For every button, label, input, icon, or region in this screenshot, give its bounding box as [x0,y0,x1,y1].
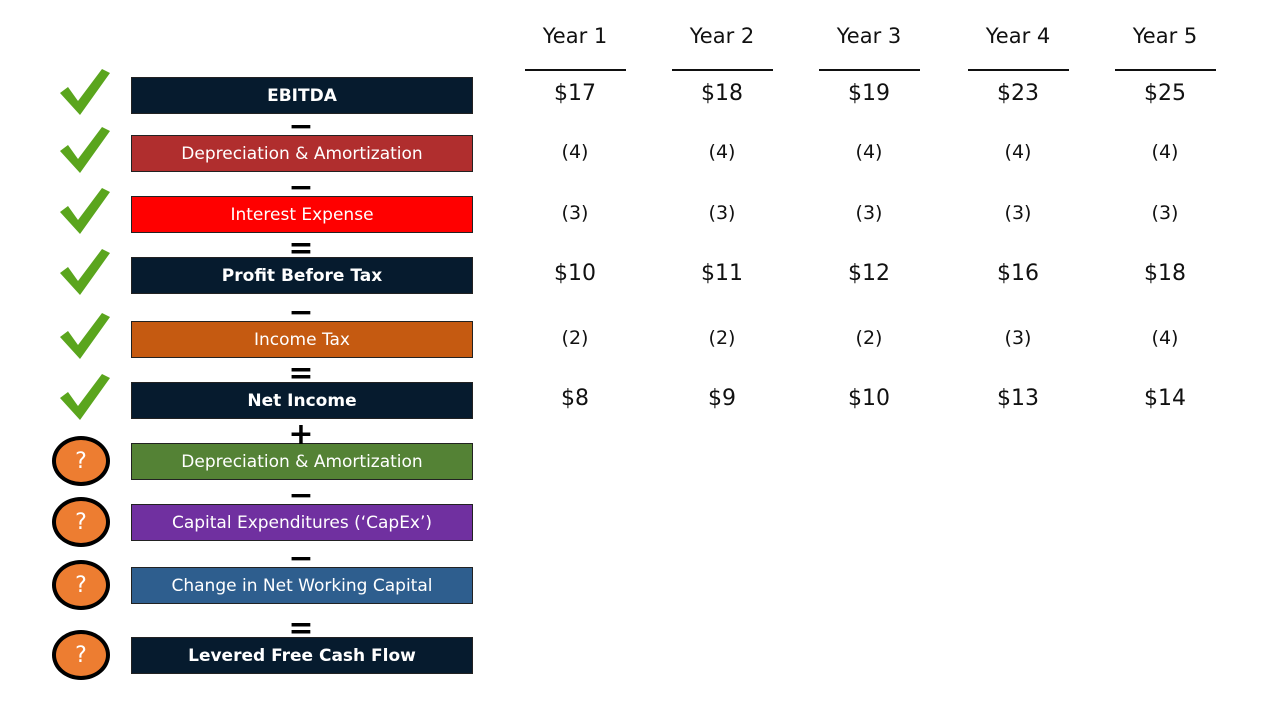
cell-value: (4) [1004,141,1032,163]
row-label: EBITDA [131,77,473,114]
cell-value: (4) [1151,141,1179,163]
check-mark [60,313,110,359]
cell-value: (3) [561,202,589,224]
row-label: Capital Expenditures (‘CapEx’) [131,504,473,541]
cell-value: (4) [1151,327,1179,349]
cell-value: (4) [561,141,589,163]
cell-value: $11 [701,261,743,286]
check-mark [60,127,110,173]
cell-value: (2) [561,327,589,349]
question-icon: ? [52,630,110,680]
cell-value: (3) [708,202,736,224]
check-icon [60,374,110,420]
cell-value: $18 [1144,261,1186,286]
check-icon [60,188,110,234]
cell-value: $19 [848,81,890,106]
row-label: Change in Net Working Capital [131,567,473,604]
cell-value: $10 [554,261,596,286]
column-header: Year 5 [1132,24,1198,48]
operator: − [288,541,314,576]
operator: − [288,295,314,330]
row-label: Income Tax [131,321,473,358]
row-label: Levered Free Cash Flow [131,637,473,674]
check-icon [60,249,110,295]
operator: = [288,231,314,266]
question-icon: ? [52,560,110,610]
column-header: Year 4 [985,24,1051,48]
cell-value: $17 [554,81,596,106]
cell-value: (4) [855,141,883,163]
check-mark [60,374,110,420]
cell-value: (4) [708,141,736,163]
header-rule [819,69,920,71]
header-rule [968,69,1069,71]
cell-value: $23 [997,81,1039,106]
operator: = [288,611,314,646]
header-rule [672,69,773,71]
check-icon [60,69,110,115]
column-header: Year 3 [836,24,902,48]
cell-value: $12 [848,261,890,286]
check-icon [60,127,110,173]
cell-value: $10 [848,386,890,411]
header-rule [525,69,626,71]
cell-value: (2) [855,327,883,349]
operator: − [288,478,314,513]
row-label: Depreciation & Amortization [131,443,473,480]
cell-value: $9 [708,386,736,411]
cell-value: $14 [1144,386,1186,411]
check-mark [60,69,110,115]
row-label: Interest Expense [131,196,473,233]
cell-value: (3) [1004,327,1032,349]
operator: + [288,417,314,452]
cell-value: $13 [997,386,1039,411]
cell-value: (3) [1004,202,1032,224]
question-icon: ? [52,436,110,486]
header-rule [1115,69,1216,71]
row-label: Profit Before Tax [131,257,473,294]
cell-value: (3) [1151,202,1179,224]
row-label: Depreciation & Amortization [131,135,473,172]
operator: = [288,356,314,391]
column-header: Year 1 [542,24,608,48]
column-header: Year 2 [689,24,755,48]
cell-value: (2) [708,327,736,349]
cell-value: $25 [1144,81,1186,106]
cell-value: $16 [997,261,1039,286]
question-icon: ? [52,497,110,547]
check-mark [60,188,110,234]
check-icon [60,313,110,359]
operator: − [288,170,314,205]
cell-value: $8 [561,386,589,411]
operator: − [288,109,314,144]
cell-value: (3) [855,202,883,224]
cell-value: $18 [701,81,743,106]
check-mark [60,249,110,295]
row-label: Net Income [131,382,473,419]
